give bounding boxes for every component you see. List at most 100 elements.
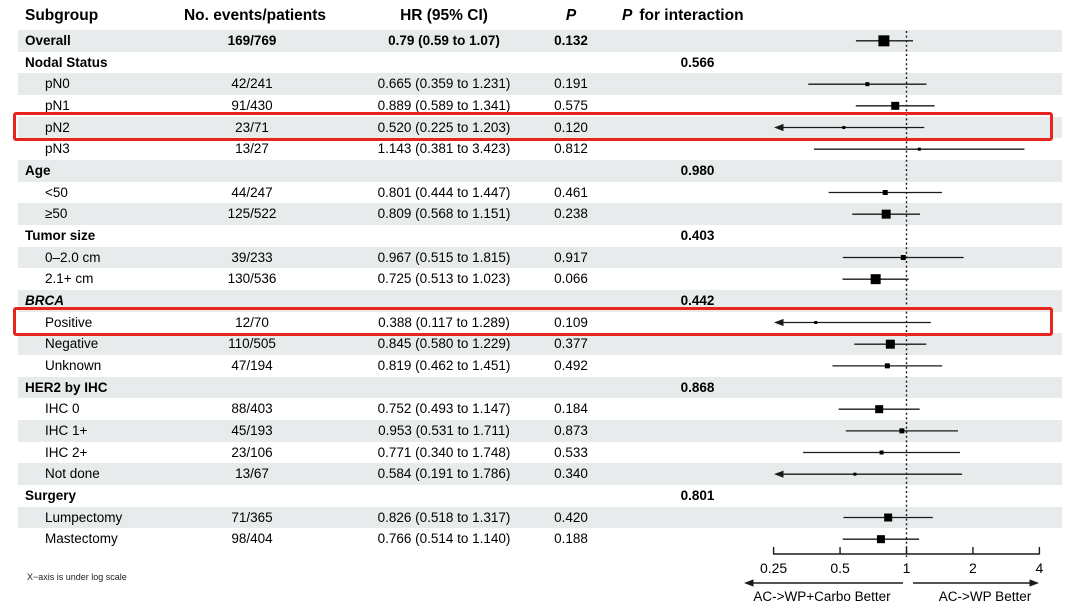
highlight-box xyxy=(13,307,1053,336)
hr-ci-value: 0.967 (0.515 to 1.815) xyxy=(377,249,511,265)
row-stripe xyxy=(18,333,1062,355)
events-value: 12/70 xyxy=(235,314,269,330)
hr-ci-value: 0.809 (0.568 to 1.151) xyxy=(377,206,511,222)
p-interaction-value: 0.868 xyxy=(680,379,715,395)
events-value: 45/193 xyxy=(231,423,273,438)
axis-tick-label: 0.5 xyxy=(830,560,850,576)
p-value: 0.340 xyxy=(554,466,588,482)
p-value: 0.420 xyxy=(554,509,588,525)
subgroup-label: Unknown xyxy=(45,358,102,373)
events-value: 13/27 xyxy=(235,141,269,157)
subgroup-label: pN2 xyxy=(45,119,70,135)
p-value: 0.132 xyxy=(554,33,588,48)
hr-ci-value: 0.889 (0.589 to 1.341) xyxy=(377,98,511,113)
row-stripe xyxy=(18,376,1062,399)
subgroup-label: pN0 xyxy=(45,76,70,92)
p-value: 0.109 xyxy=(554,314,588,330)
subgroup-label: Nodal Status xyxy=(25,54,108,70)
footnote: X−axis is under log scale xyxy=(27,572,127,582)
events-value: 71/365 xyxy=(231,509,273,525)
p-interaction-value: 0.980 xyxy=(680,163,715,178)
subgroup-label: ≥50 xyxy=(45,206,68,222)
row-stripe xyxy=(18,506,1062,529)
p-value: 0.120 xyxy=(554,119,588,135)
column-header-subgroup: Subgroup xyxy=(25,7,99,24)
column-header-hr: HR (95% CI) xyxy=(400,7,488,24)
hr-ci-value: 0.752 (0.493 to 1.147) xyxy=(377,401,511,417)
left-arrow-head xyxy=(744,579,754,587)
row-stripe xyxy=(18,160,1062,182)
p-value: 0.238 xyxy=(554,206,588,222)
right-arrow-head xyxy=(1029,579,1039,587)
hr-ci-value: 0.771 (0.340 to 1.748) xyxy=(377,444,511,460)
subgroup-label: pN1 xyxy=(45,98,70,113)
events-value: 169/769 xyxy=(227,33,277,48)
hr-marker xyxy=(876,535,885,544)
p-interaction-header-p: P xyxy=(622,7,633,24)
events-value: 130/536 xyxy=(227,271,277,287)
column-header-events: No. events/patients xyxy=(183,7,327,24)
hr-ci-value: 0.725 (0.513 to 1.023) xyxy=(377,271,511,287)
hr-ci-value: 0.826 (0.518 to 1.317) xyxy=(377,509,511,525)
hr-marker xyxy=(870,274,881,285)
p-interaction-value: 0.566 xyxy=(680,54,715,70)
row-stripe xyxy=(18,116,1062,139)
subgroup-label: pN3 xyxy=(45,141,70,157)
hr-ci-value: 0.953 (0.531 to 1.711) xyxy=(378,423,510,438)
events-value: 23/71 xyxy=(235,119,269,135)
p-interaction-value: 0.801 xyxy=(680,488,715,503)
p-value: 0.873 xyxy=(554,423,588,438)
hr-ci-value: 0.388 (0.117 to 1.289) xyxy=(378,314,510,330)
hr-ci-value: 0.584 (0.191 to 1.786) xyxy=(377,466,511,482)
subgroup-label: Surgery xyxy=(25,488,77,503)
events-value: 88/403 xyxy=(231,401,273,417)
events-value: 23/106 xyxy=(231,444,273,460)
hr-ci-value: 0.766 (0.514 to 1.140) xyxy=(377,531,511,547)
subgroup-label: Lumpectomy xyxy=(45,509,123,525)
hr-ci-value: 1.143 (0.381 to 3.423) xyxy=(377,141,511,157)
hr-marker xyxy=(891,101,900,110)
p-value: 0.066 xyxy=(554,271,588,287)
row-stripe xyxy=(18,246,1062,269)
subgroup-label: Positive xyxy=(45,314,93,330)
hr-ci-value: 0.801 (0.444 to 1.447) xyxy=(377,184,511,200)
hr-marker xyxy=(879,450,884,455)
subgroup-label: Tumor size xyxy=(25,228,96,243)
events-value: 47/194 xyxy=(231,358,273,373)
p-value: 0.191 xyxy=(554,76,588,92)
left-direction-label: AC->WP+Carbo Better xyxy=(753,589,891,604)
hr-ci-value: 0.845 (0.580 to 1.229) xyxy=(377,336,511,352)
subgroup-label: IHC 2+ xyxy=(45,444,88,460)
p-value: 0.461 xyxy=(554,184,588,200)
subgroup-label: <50 xyxy=(45,184,68,200)
p-value: 0.188 xyxy=(554,531,588,547)
events-value: 44/247 xyxy=(231,184,273,200)
subgroup-label: Mastectomy xyxy=(45,531,118,547)
p-value: 0.917 xyxy=(554,249,588,265)
subgroup-label: Negative xyxy=(45,336,99,352)
p-value: 0.812 xyxy=(554,141,588,157)
row-stripe xyxy=(18,203,1062,225)
hr-marker xyxy=(917,147,921,151)
subgroup-label: Age xyxy=(25,163,51,178)
subgroup-label: IHC 1+ xyxy=(45,423,88,438)
hr-ci-value: 0.79 (0.59 to 1.07) xyxy=(388,33,500,48)
p-value: 0.377 xyxy=(554,336,588,352)
hr-ci-value: 0.665 (0.359 to 1.231) xyxy=(377,76,511,92)
events-value: 125/522 xyxy=(227,206,277,222)
events-value: 39/233 xyxy=(231,249,273,265)
p-value: 0.492 xyxy=(554,358,588,373)
subgroup-label: Not done xyxy=(45,466,100,482)
axis-tick-label: 2 xyxy=(969,560,977,576)
subgroup-label: HER2 by IHC xyxy=(25,379,108,395)
hr-ci-value: 0.819 (0.462 to 1.451) xyxy=(377,358,511,373)
highlight-box xyxy=(13,112,1053,141)
hr-ci-value: 0.520 (0.225 to 1.203) xyxy=(377,119,511,135)
subgroup-label: IHC 0 xyxy=(45,401,80,417)
p-value: 0.533 xyxy=(554,444,588,460)
row-stripe xyxy=(18,73,1062,95)
p-interaction-header-rest: for interaction xyxy=(639,7,744,24)
p-interaction-value: 0.442 xyxy=(680,293,715,308)
